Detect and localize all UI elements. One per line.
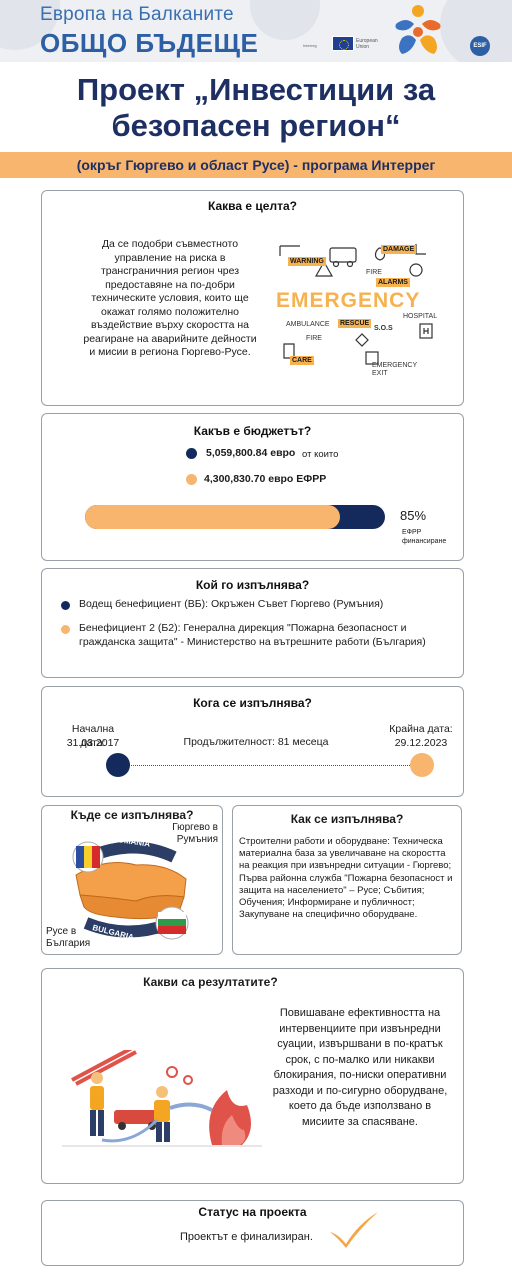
budget-percent: 85% <box>400 508 427 523</box>
eu-text: European Union <box>356 38 378 50</box>
tag-fire-2: FIRE <box>306 335 322 342</box>
how-card: Как се изпълнява? <box>232 805 462 955</box>
how-heading: Как се изпълнява? <box>290 812 404 826</box>
emergency-word: EMERGENCY <box>276 289 421 312</box>
tag-damage: DAMAGE <box>381 245 417 254</box>
who-card: Кой го изпълнява? <box>41 568 464 678</box>
status-text: Проектът е финализиран. <box>180 1231 313 1243</box>
tag-fire: FIRE <box>366 269 382 276</box>
partner-text: Interreg <box>303 43 317 48</box>
tag-sos: S.O.S <box>374 325 393 332</box>
timeline-end-dot <box>410 753 434 777</box>
header-subtitle: Европа на Балканите <box>40 4 234 25</box>
page-title-line2: безопасен регион“ <box>111 108 401 143</box>
where-heading: Къде се изпълнява? <box>70 808 194 822</box>
program-logo-icon <box>395 5 441 54</box>
tag-hospital: HOSPITAL <box>403 313 438 320</box>
map-romania-bulgaria-icon <box>72 841 189 940</box>
timeline-start-dot <box>106 753 130 777</box>
program-band: (окръг Гюргево и област Русе) - програма… <box>0 152 512 178</box>
status-heading: Статус на проекта <box>198 1205 307 1219</box>
decor-bubble <box>250 0 320 40</box>
who-partner-bullet <box>61 625 70 634</box>
budget-heading: Какъв е бюджетът? <box>193 424 312 438</box>
emergency-illustration: DAMAGE WARNING FIRE ALARMS EMERGENCY HOS… <box>276 240 438 380</box>
timeline-line <box>118 765 422 766</box>
budget-erdf-bullet <box>186 474 197 485</box>
who-lead-text: Водещ бенефициент (ВБ): Окръжен Съвет Гю… <box>79 598 384 610</box>
results-text: Повишаване ефективността на интервенциит… <box>272 1007 448 1128</box>
how-text: Строителни работи и оборудване: Техничес… <box>239 836 453 921</box>
esif-logo-icon: ESIF <box>470 36 490 56</box>
firefighters-illustration-icon <box>62 1050 262 1147</box>
budget-card: Какъв е бюджетът? <box>41 413 464 561</box>
header-banner: Европа на Балканите ОБЩО БЪДЕЩЕ Interreg… <box>0 0 512 62</box>
checkmark-icon <box>330 1212 378 1248</box>
emergency-icons-icon <box>279 244 433 365</box>
tag-care: CARE <box>290 356 314 365</box>
results-card: Какви са резултатите? <box>41 968 464 1184</box>
tag-emergency-exit: EMERGENCY EXIT <box>372 362 417 377</box>
tag-ambulance: AMBULANCE <box>286 321 330 328</box>
tag-warning: WARNING <box>288 257 326 266</box>
tag-alarms: ALARMS <box>376 278 410 287</box>
duration-text: Продължителност: 81 месеца <box>183 736 329 748</box>
goal-card: Каква е целта? <box>41 190 464 406</box>
who-lead-bullet <box>61 601 70 610</box>
where-ro-label: Гюргево в Румъния <box>172 822 218 845</box>
budget-erdf-value: 4,300,830.70 евро ЕФРР <box>204 473 327 485</box>
goal-heading: Каква е целта? <box>208 199 297 213</box>
end-date: 29.12.2023 <box>394 737 448 749</box>
when-heading: Кога се изпълнява? <box>193 696 312 710</box>
budget-total-value: 5,059,800.84 евро <box>206 447 296 459</box>
budget-bar-fill <box>85 505 340 529</box>
end-label: Крайна дата: <box>389 723 453 735</box>
eu-flag-icon <box>332 36 354 51</box>
budget-total-suffix: от които <box>302 449 339 460</box>
who-partner-text: Бенефициент 2 (Б2): Генерална дирекция "… <box>79 622 426 648</box>
results-heading: Какви са резултатите? <box>143 975 278 989</box>
tag-rescue: RESCUE <box>338 319 372 328</box>
goal-text: Да се подобри съвместното управление на … <box>83 238 257 358</box>
page-title: Проект „Инвестиции за безопасен регион“ <box>0 72 512 144</box>
start-date: 31.03.2017 <box>66 737 120 749</box>
start-label: Начална дата: <box>71 723 115 749</box>
budget-total-bullet <box>186 448 197 459</box>
budget-caption: ЕФРР финансиране <box>402 529 447 545</box>
who-heading: Кой го изпълнява? <box>195 578 310 592</box>
where-bg-label: Русе в България <box>46 926 91 949</box>
page-title-line1: Проект „Инвестиции за <box>76 72 436 107</box>
header-brand: ОБЩО БЪДЕЩЕ <box>40 28 259 58</box>
when-card: Кога се изпълнява? <box>41 686 464 797</box>
status-card: Статус на проекта <box>41 1200 464 1266</box>
